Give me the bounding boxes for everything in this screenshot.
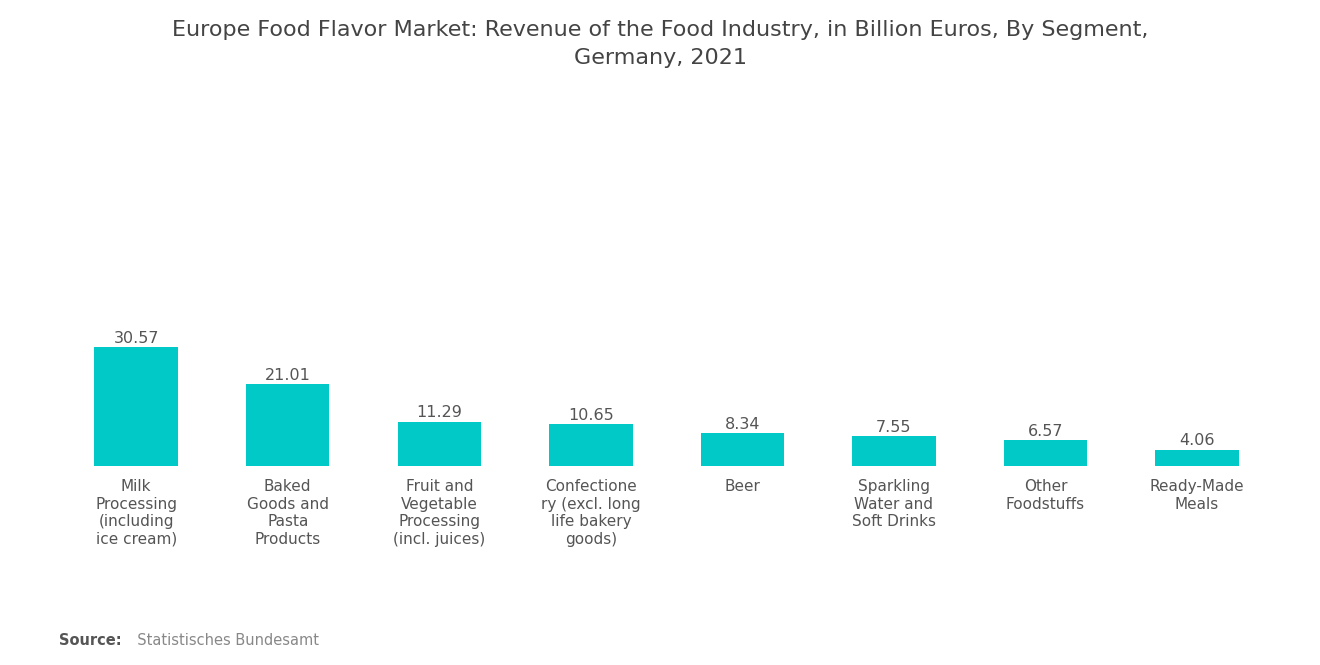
Bar	[1003, 440, 1088, 465]
Text: Europe Food Flavor Market: Revenue of the Food Industry, in Billion Euros, By Se: Europe Food Flavor Market: Revenue of th…	[172, 20, 1148, 68]
Text: 10.65: 10.65	[568, 408, 614, 423]
Text: 8.34: 8.34	[725, 417, 760, 432]
Text: 7.55: 7.55	[876, 420, 912, 435]
Text: 30.57: 30.57	[114, 331, 158, 346]
Text: 4.06: 4.06	[1179, 433, 1214, 448]
Text: Statistisches Bundesamt: Statistisches Bundesamt	[128, 633, 319, 648]
Text: Source:: Source:	[59, 633, 121, 648]
Bar	[95, 347, 178, 465]
Bar	[246, 384, 330, 465]
Text: 6.57: 6.57	[1028, 424, 1063, 438]
Bar	[549, 424, 632, 465]
Bar	[853, 436, 936, 465]
Bar	[1155, 450, 1238, 465]
Text: 21.01: 21.01	[265, 368, 310, 382]
Bar	[397, 422, 480, 466]
Text: 11.29: 11.29	[416, 405, 462, 420]
Bar	[701, 433, 784, 466]
